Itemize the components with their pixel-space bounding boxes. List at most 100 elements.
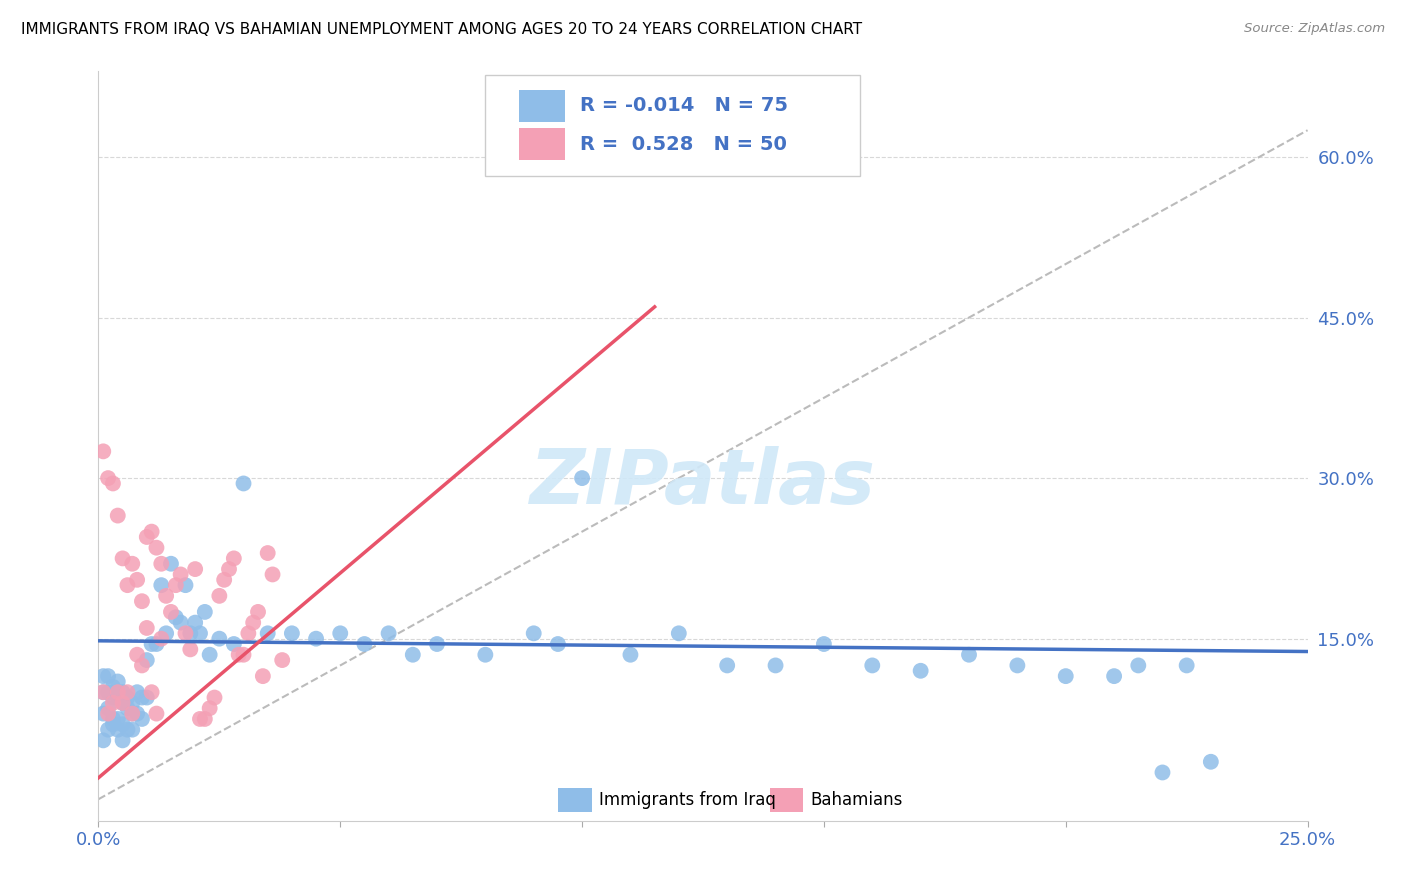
Point — [619, 648, 641, 662]
Point — [135, 653, 157, 667]
Point — [174, 626, 197, 640]
Point — [188, 712, 211, 726]
Point — [222, 637, 245, 651]
Point — [765, 658, 787, 673]
Point — [111, 696, 134, 710]
Point — [1199, 755, 1222, 769]
Point — [716, 658, 738, 673]
Point — [179, 642, 201, 657]
Point — [252, 669, 274, 683]
Point — [169, 615, 191, 630]
Point — [247, 605, 270, 619]
FancyBboxPatch shape — [519, 128, 565, 160]
Point — [117, 578, 139, 592]
Text: IMMIGRANTS FROM IRAQ VS BAHAMIAN UNEMPLOYMENT AMONG AGES 20 TO 24 YEARS CORRELAT: IMMIGRANTS FROM IRAQ VS BAHAMIAN UNEMPLO… — [21, 22, 862, 37]
Point — [150, 632, 173, 646]
Point — [91, 669, 114, 683]
Point — [135, 530, 157, 544]
Point — [135, 621, 157, 635]
Point — [910, 664, 932, 678]
Point — [179, 626, 201, 640]
Point — [329, 626, 352, 640]
Point — [121, 723, 143, 737]
Point — [281, 626, 304, 640]
Point — [377, 626, 399, 640]
Point — [135, 690, 157, 705]
Point — [111, 685, 134, 699]
Point — [1128, 658, 1150, 673]
Point — [131, 658, 153, 673]
Text: R =  0.528   N = 50: R = 0.528 N = 50 — [579, 135, 786, 153]
Point — [121, 696, 143, 710]
Point — [155, 626, 177, 640]
Point — [91, 444, 114, 458]
Point — [127, 685, 149, 699]
Point — [1175, 658, 1198, 673]
Point — [131, 690, 153, 705]
Point — [194, 605, 217, 619]
Point — [1102, 669, 1125, 683]
Point — [91, 706, 114, 721]
Point — [155, 589, 177, 603]
Point — [547, 637, 569, 651]
Point — [262, 567, 284, 582]
Point — [141, 637, 163, 651]
Point — [256, 546, 278, 560]
Point — [474, 648, 496, 662]
Point — [232, 476, 254, 491]
Point — [145, 637, 167, 651]
Point — [957, 648, 980, 662]
Point — [208, 589, 231, 603]
Point — [222, 551, 245, 566]
Point — [127, 706, 149, 721]
Point — [131, 712, 153, 726]
Point — [91, 733, 114, 747]
Point — [111, 551, 134, 566]
FancyBboxPatch shape — [485, 75, 860, 177]
Point — [127, 573, 149, 587]
Point — [91, 685, 114, 699]
Point — [188, 626, 211, 640]
Point — [141, 524, 163, 539]
Point — [1007, 658, 1029, 673]
Point — [198, 701, 221, 715]
FancyBboxPatch shape — [519, 90, 565, 121]
Point — [208, 632, 231, 646]
Point — [305, 632, 328, 646]
Point — [184, 615, 207, 630]
Point — [160, 605, 183, 619]
Point — [212, 573, 235, 587]
Point — [97, 701, 120, 715]
Point — [860, 658, 883, 673]
Point — [111, 717, 134, 731]
Point — [165, 578, 187, 592]
Point — [101, 696, 124, 710]
Text: Immigrants from Iraq: Immigrants from Iraq — [599, 790, 776, 809]
Point — [668, 626, 690, 640]
Point — [271, 653, 294, 667]
Point — [117, 690, 139, 705]
Point — [107, 712, 129, 726]
Point — [402, 648, 425, 662]
Point — [117, 701, 139, 715]
Point — [121, 557, 143, 571]
Point — [101, 690, 124, 705]
Point — [169, 567, 191, 582]
Point — [97, 669, 120, 683]
Point — [117, 723, 139, 737]
Point — [107, 508, 129, 523]
Point — [101, 712, 124, 726]
Point — [107, 674, 129, 689]
Point — [160, 557, 183, 571]
Point — [1054, 669, 1077, 683]
FancyBboxPatch shape — [769, 788, 803, 812]
Point — [165, 610, 187, 624]
Point — [97, 706, 120, 721]
Point — [107, 685, 129, 699]
Point — [204, 690, 226, 705]
Point — [121, 706, 143, 721]
Point — [101, 680, 124, 694]
Point — [813, 637, 835, 651]
Point — [150, 578, 173, 592]
Point — [145, 706, 167, 721]
